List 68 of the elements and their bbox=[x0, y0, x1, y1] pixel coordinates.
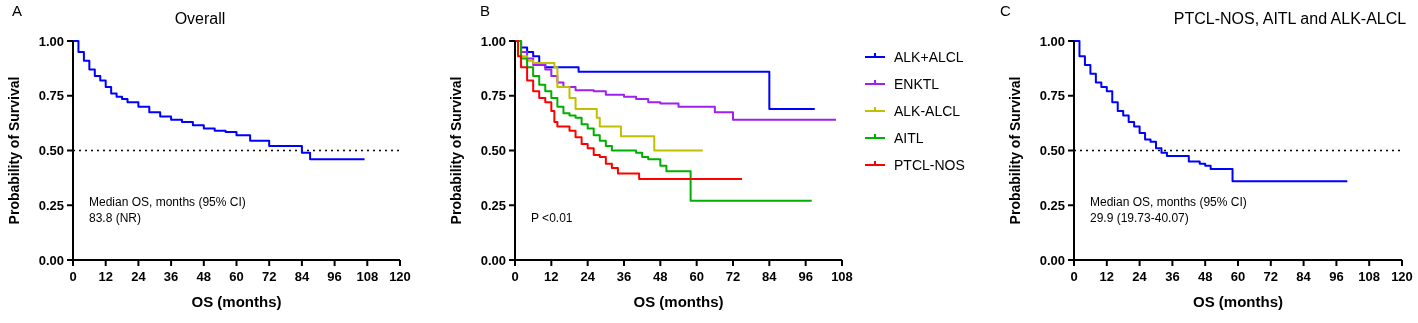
x-tick-label: 36 bbox=[1165, 269, 1180, 284]
chart-title: Overall bbox=[174, 10, 226, 27]
y-tick-label: 0.25 bbox=[1039, 197, 1065, 213]
x-tick-label: 48 bbox=[653, 269, 668, 284]
x-tick-label: 24 bbox=[131, 269, 147, 284]
text: B bbox=[480, 2, 491, 19]
legend-label: ALK-ALCL bbox=[894, 103, 961, 119]
x-tick-label: 84 bbox=[294, 269, 310, 284]
text: A bbox=[12, 2, 23, 19]
x-tick-label: 60 bbox=[689, 269, 704, 284]
x-tick-label: 48 bbox=[1197, 269, 1213, 284]
x-tick-label: 60 bbox=[1230, 269, 1246, 284]
x-tick-label: 96 bbox=[798, 269, 813, 284]
x-tick-label: 72 bbox=[261, 269, 277, 284]
x-tick-label: 60 bbox=[229, 269, 244, 284]
legend-label: AITL bbox=[894, 130, 924, 146]
y-axis-title: Probability of Survival bbox=[6, 76, 22, 225]
x-tick-label: 12 bbox=[1099, 269, 1115, 284]
annotation: P <0.01 bbox=[531, 211, 573, 225]
y-tick-label: 0.00 bbox=[480, 252, 506, 268]
x-tick-label: 0 bbox=[69, 269, 77, 284]
x-tick-label: 0 bbox=[511, 269, 519, 284]
x-tick-label: 24 bbox=[1132, 269, 1148, 284]
x-tick-label: 84 bbox=[1296, 269, 1312, 284]
y-tick-label: 1.00 bbox=[1039, 33, 1065, 49]
y-axis-title: Probability of Survival bbox=[448, 76, 464, 225]
annotation: Median OS, months (95% CI) bbox=[89, 195, 246, 209]
x-tick-label: 120 bbox=[389, 269, 411, 284]
x-tick-label: 12 bbox=[98, 269, 113, 284]
annotation: 83.8 (NR) bbox=[89, 211, 142, 225]
text: C bbox=[1000, 2, 1011, 19]
y-tick-label: 1.00 bbox=[38, 33, 64, 49]
y-tick-label: 0.50 bbox=[38, 143, 64, 158]
x-tick-label: 108 bbox=[356, 269, 379, 284]
x-tick-label: 96 bbox=[327, 269, 342, 284]
x-tick-label: 24 bbox=[580, 269, 596, 284]
y-axis-title: Probability of Survival bbox=[1007, 76, 1023, 225]
x-tick-label: 12 bbox=[544, 269, 559, 284]
x-axis-title: OS (months) bbox=[1193, 293, 1283, 310]
y-tick-label: 0.50 bbox=[1039, 143, 1065, 158]
legend-label: ALK+ALCL bbox=[894, 49, 964, 65]
x-tick-label: 96 bbox=[1329, 269, 1344, 284]
x-axis-title: OS (months) bbox=[191, 293, 282, 310]
y-tick-label: 0.25 bbox=[480, 197, 506, 213]
annotation: Median OS, months (95% CI) bbox=[1090, 195, 1247, 209]
x-tick-label: 72 bbox=[725, 269, 741, 284]
annotation: 29.9 (19.73-40.07) bbox=[1090, 211, 1189, 225]
x-tick-label: 108 bbox=[1358, 269, 1381, 284]
x-tick-label: 36 bbox=[616, 269, 632, 284]
chart-title: PTCL-NOS, AITL and ALK-ALCL bbox=[1173, 10, 1407, 27]
x-tick-label: 108 bbox=[831, 269, 853, 284]
x-axis-title: OS (months) bbox=[633, 293, 724, 310]
y-tick-label: 0.00 bbox=[38, 252, 64, 268]
x-tick-label: 36 bbox=[163, 269, 179, 284]
y-tick-label: 0.75 bbox=[38, 88, 64, 104]
y-tick-label: 0.00 bbox=[1039, 252, 1065, 268]
x-tick-label: 0 bbox=[1070, 269, 1078, 284]
y-tick-label: 0.75 bbox=[480, 88, 506, 104]
legend-label: PTCL-NOS bbox=[894, 157, 965, 173]
y-tick-label: 0.75 bbox=[1039, 88, 1065, 104]
y-tick-label: 1.00 bbox=[480, 33, 506, 49]
x-tick-label: 72 bbox=[1263, 269, 1279, 284]
x-tick-label: 120 bbox=[1391, 269, 1413, 284]
y-tick-label: 0.25 bbox=[38, 197, 64, 213]
legend-label: ENKTL bbox=[894, 76, 940, 92]
y-tick-label: 0.50 bbox=[480, 143, 506, 158]
x-tick-label: 48 bbox=[196, 269, 212, 284]
x-tick-label: 84 bbox=[762, 269, 778, 284]
